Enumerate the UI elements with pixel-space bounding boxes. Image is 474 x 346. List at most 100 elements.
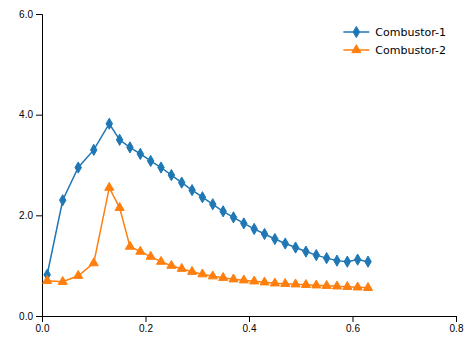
series-layer (43, 118, 373, 290)
data-point (188, 266, 197, 274)
data-point (261, 228, 267, 239)
data-point (168, 169, 174, 180)
x-tick-label: 0.8 (450, 323, 464, 334)
y-axis-line (36, 15, 43, 317)
data-point (210, 199, 216, 210)
y-tick-label: 0.0 (19, 311, 33, 322)
data-point (136, 246, 145, 254)
data-point (291, 279, 300, 287)
series-markers (43, 182, 373, 290)
data-point (208, 271, 217, 279)
x-tick-label: 0.6 (346, 323, 360, 334)
chart: 0.00.20.40.60.80.02.04.06.0Combustor-1Co… (0, 0, 474, 346)
y-axis: 0.0 2.0 4.0 6.0 (19, 9, 42, 322)
legend-item: Combustor-1 (343, 26, 446, 39)
data-point (74, 270, 83, 278)
data-point (116, 134, 122, 145)
y-tick-mark (36, 316, 42, 317)
data-point (334, 255, 340, 266)
data-point (59, 195, 65, 206)
data-point (115, 203, 124, 211)
data-point (167, 260, 176, 268)
data-point (156, 256, 165, 264)
legend-item: Combustor-2 (343, 44, 446, 57)
y-tick: 0.0 (19, 311, 42, 322)
y-tick-mark (36, 115, 42, 116)
x-tick: 0.2 (139, 316, 153, 334)
x-tick-mark (249, 316, 250, 322)
y-tick-mark (36, 215, 42, 216)
y-tick: 4.0 (19, 109, 42, 120)
data-point (198, 269, 207, 277)
data-point (313, 250, 319, 261)
data-point (354, 254, 360, 265)
legend-label: Combustor-1 (375, 26, 446, 39)
data-point (75, 162, 81, 173)
data-point (250, 276, 259, 284)
data-point (343, 282, 352, 290)
data-point (43, 276, 52, 284)
data-point (332, 281, 341, 289)
data-point (89, 258, 98, 266)
x-tick: 0.0 (36, 316, 50, 334)
data-point (282, 238, 288, 249)
plot: 0.00.20.40.60.80.02.04.06.0Combustor-1Co… (19, 9, 464, 334)
data-point (251, 223, 257, 234)
data-point (189, 185, 195, 196)
x-tick: 0.6 (346, 316, 360, 334)
x-tick: 0.4 (243, 316, 257, 334)
x-tick: 0.8 (450, 316, 464, 334)
data-point (125, 241, 134, 249)
data-point (147, 155, 153, 166)
y-tick-mark (36, 14, 42, 15)
data-point (363, 283, 372, 291)
data-point (323, 253, 329, 264)
data-point (260, 277, 269, 285)
data-point (365, 256, 371, 267)
data-point (272, 233, 278, 244)
data-point (229, 274, 238, 282)
x-axis: 0.0 0.2 0.4 0.6 0.8 (36, 316, 464, 334)
series-markers (44, 118, 371, 280)
x-tick-label: 0.2 (139, 323, 153, 334)
y-tick-label: 2.0 (19, 210, 33, 221)
y-tick: 6.0 (19, 9, 42, 20)
y-tick-label: 6.0 (19, 9, 33, 20)
data-point (303, 246, 309, 257)
legend: Combustor-1 Combustor-2 (343, 26, 446, 57)
data-point (312, 280, 321, 288)
data-point (58, 277, 67, 285)
x-tick-mark (146, 316, 147, 322)
data-point (344, 256, 350, 267)
series-line (47, 188, 368, 288)
x-tick-label: 0.4 (243, 323, 257, 334)
data-point (241, 218, 247, 229)
x-tick-mark (456, 316, 457, 322)
data-point (105, 182, 114, 190)
y-tick: 2.0 (19, 210, 42, 221)
legend-marker (353, 26, 359, 37)
data-point (239, 275, 248, 283)
legend-marker (352, 45, 361, 53)
data-point (281, 279, 290, 287)
data-point (106, 118, 112, 129)
x-tick-mark (353, 316, 354, 322)
data-point (219, 272, 228, 280)
x-tick-label: 0.0 (36, 323, 50, 334)
data-point (146, 251, 155, 259)
data-point (179, 177, 185, 188)
data-point (127, 142, 133, 153)
data-point (322, 281, 331, 289)
data-point (292, 242, 298, 253)
data-point (301, 280, 310, 288)
data-point (91, 144, 97, 155)
x-axis-line (43, 317, 457, 323)
data-point (270, 278, 279, 286)
data-point (220, 206, 226, 217)
data-point (353, 282, 362, 290)
data-point (158, 162, 164, 173)
y-tick-label: 4.0 (19, 109, 33, 120)
legend-label: Combustor-2 (375, 44, 446, 57)
data-point (199, 192, 205, 203)
data-point (137, 148, 143, 159)
